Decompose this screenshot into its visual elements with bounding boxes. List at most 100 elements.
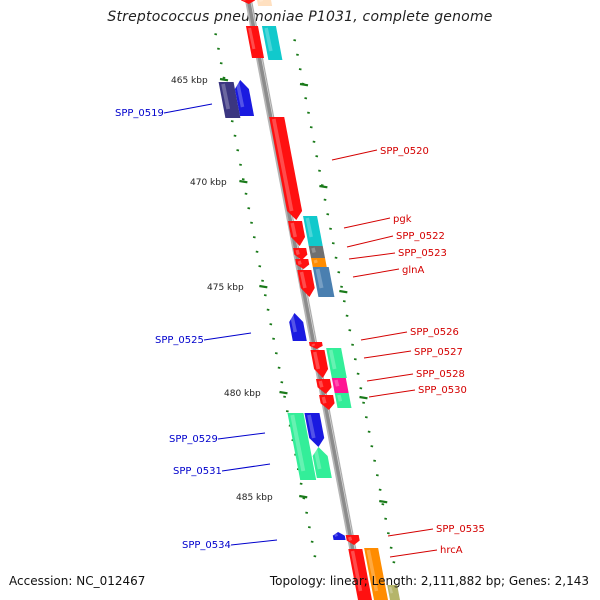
scale-tick-minor xyxy=(351,343,354,346)
gene-glnA xyxy=(297,270,315,297)
leader-line xyxy=(203,332,252,341)
gene-bottom-partial-shine xyxy=(388,586,393,594)
leader-line xyxy=(387,528,434,537)
leader-line xyxy=(366,373,414,382)
scale-tick-minor xyxy=(340,285,343,288)
gene-hrcA xyxy=(348,549,372,600)
gene-labels: 465 kbp 470 kbp 475 kbp 480 kbp 485 kbp SPP_0… xyxy=(115,76,485,558)
gene-top-partial-shine xyxy=(248,27,256,50)
gene-SPP_0519 xyxy=(234,80,255,116)
genome-backbone xyxy=(244,0,367,600)
gene-SPP_0530 xyxy=(319,395,335,410)
scale-tick-minor xyxy=(342,300,346,303)
scale-tick-minor xyxy=(326,213,330,216)
scale-tick-major xyxy=(239,179,248,184)
scale-label: 485 kbp xyxy=(236,493,273,503)
gene-hrcA-shine xyxy=(350,550,363,592)
leader-line xyxy=(163,103,213,114)
scale-tick-minor xyxy=(255,250,259,253)
topology-text: Topology: linear; Length: 2,111,882 bp; … xyxy=(269,574,589,588)
gene-SPP_0526 xyxy=(308,342,323,349)
gene-label-SPP_0520: SPP_0520 xyxy=(380,146,429,157)
scale-label: 475 kbp xyxy=(207,283,244,293)
gene-label-SPP_0527: SPP_0527 xyxy=(414,347,463,358)
genome-title: Streptococcus pneumoniae P1031, complete… xyxy=(107,9,493,25)
gene-pgk-shine xyxy=(305,217,313,238)
scale-tick-minor xyxy=(389,546,393,549)
scale-tick-minor xyxy=(222,76,226,79)
gene-SPP_0519-shine xyxy=(235,81,245,108)
leader-line xyxy=(230,539,278,546)
scale-tick-minor xyxy=(384,517,388,520)
gene-SPP_0519-shine xyxy=(221,83,231,110)
scale-tick-minor xyxy=(356,372,360,375)
scale-tick-minor xyxy=(313,555,317,558)
leader-line xyxy=(346,235,394,248)
scale-tick-minor xyxy=(307,111,310,114)
scale-tick-minor xyxy=(359,387,363,390)
leader-line xyxy=(389,549,438,558)
scale-tick-minor xyxy=(337,271,341,274)
scale-tick-minor xyxy=(334,256,338,259)
gene-hrcA xyxy=(364,548,388,600)
gene-SPP_0523 xyxy=(295,259,310,269)
gene-SPP_0527 xyxy=(310,350,329,378)
gene-SPP_0530-shine xyxy=(321,396,327,404)
scale-tick-major xyxy=(299,82,309,87)
scale-tick-minor xyxy=(277,366,281,369)
scale-tick-minor xyxy=(304,97,308,100)
scale-label: 480 kbp xyxy=(224,389,261,399)
scale-tick-minor xyxy=(367,430,371,433)
gene-SPP_0523-shine xyxy=(313,259,318,264)
gene-SPP_0534-shine xyxy=(334,533,338,537)
scale-tick-minor xyxy=(258,265,262,268)
gene-SPP_0531-shine xyxy=(313,448,322,470)
gene-glnA-shine xyxy=(315,268,324,289)
scale-tick-major xyxy=(219,77,229,82)
gene-SPP_0520-shine xyxy=(271,118,294,212)
scale-tick-minor xyxy=(353,358,357,361)
gene-SPP_0528-shine xyxy=(334,379,340,387)
gene-hrcA-shine xyxy=(366,549,379,592)
gene-SPP_0522-shine xyxy=(295,249,300,256)
gene-SPP_0527-shine xyxy=(312,351,321,370)
gene-SPP_0528-shine xyxy=(318,380,324,388)
genes xyxy=(218,0,400,600)
scale-tick-minor xyxy=(381,503,385,506)
leader-line xyxy=(217,432,266,440)
gene-label-SPP_0528: SPP_0528 xyxy=(416,369,465,380)
scale-tick-minor xyxy=(244,192,248,195)
scale-tick-minor xyxy=(307,526,311,529)
gene-SPP_0526-shine xyxy=(311,343,316,347)
leader-line xyxy=(363,350,412,359)
gene-top-partial-shine xyxy=(259,0,264,3)
gene-top-partial xyxy=(241,0,256,4)
gene-glnA xyxy=(312,267,335,297)
gene-label-SPP_0525: SPP_0525 xyxy=(155,335,204,346)
gene-top-partial xyxy=(261,26,283,60)
gene-top-partial xyxy=(257,0,273,6)
gene-SPP_0522-shine xyxy=(311,247,316,254)
scale-tick-minor xyxy=(247,207,251,210)
scale-tick-minor xyxy=(236,149,240,152)
accession-text: Accession: NC_012467 xyxy=(9,574,146,588)
scale-tick-major xyxy=(339,289,348,294)
gene-SPP_0520 xyxy=(269,117,303,220)
scale-tick-major xyxy=(379,499,388,504)
scale-tick-major xyxy=(279,390,288,395)
scale-tick-minor xyxy=(310,540,314,543)
scale-tick-minor xyxy=(373,459,377,462)
scale-tick-minor xyxy=(312,140,316,143)
leader-line xyxy=(352,268,400,278)
scale-tick-major xyxy=(259,284,268,289)
scale-tick-minor xyxy=(370,445,374,448)
gene-SPP_0522 xyxy=(308,246,326,258)
leader-line xyxy=(343,217,391,229)
gene-SPP_0535 xyxy=(345,535,360,545)
scale-tick-minor xyxy=(364,416,368,419)
scale-tick-minor xyxy=(320,184,324,187)
scale-tick-minor xyxy=(362,401,366,404)
scale-tick-minor xyxy=(230,120,234,123)
